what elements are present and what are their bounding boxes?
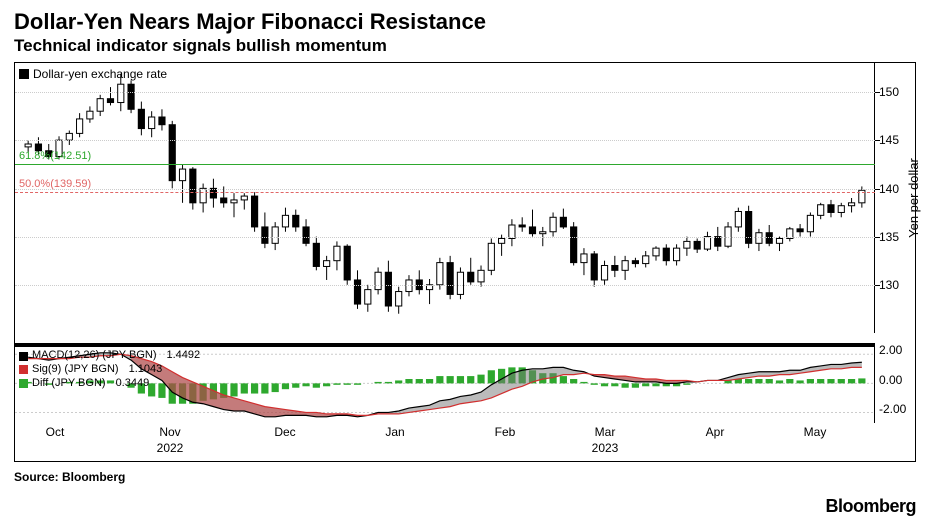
macd-legend-row: Diff (JPY BGN) 0.3449 <box>19 377 200 391</box>
legend-label: MACD(12,26) (JPY BGN) <box>32 349 157 363</box>
legend-square-icon <box>19 69 29 79</box>
xtick-month: Jan <box>385 425 404 439</box>
macd-panel: MACD(12,26) (JPY BGN)1.4492Sig(9) (JPY B… <box>15 343 875 423</box>
fib-line <box>15 164 875 165</box>
brand-logo: Bloomberg <box>825 496 916 517</box>
xtick-month: Apr <box>706 425 725 439</box>
xtick-year: 2023 <box>592 441 619 455</box>
ytick-label: 140 <box>879 182 899 196</box>
ytick-label: 130 <box>879 278 899 292</box>
main-price-panel: Dollar-yen exchange rate 61.8%(142.51)50… <box>15 63 875 333</box>
xtick-month: Dec <box>274 425 295 439</box>
macd-legend: MACD(12,26) (JPY BGN)1.4492Sig(9) (JPY B… <box>19 349 200 390</box>
legend-label: Sig(9) (JPY BGN) <box>32 363 119 377</box>
gridline <box>15 92 875 93</box>
ytick-label: 0.00 <box>879 373 902 387</box>
legend-square-icon <box>19 379 28 388</box>
xaxis: Oct Nov Dec Jan Feb Mar Apr May 2022 2023 <box>15 423 875 463</box>
legend-square-icon <box>19 365 28 374</box>
macd-legend-row: Sig(9) (JPY BGN) 1.1043 <box>19 363 200 377</box>
macd-legend-row: MACD(12,26) (JPY BGN) 1.4492 <box>19 349 200 363</box>
legend-label: Diff (JPY BGN) <box>32 377 106 391</box>
ytick-label: 2.00 <box>879 343 902 357</box>
gridline <box>15 189 875 190</box>
xtick-month: Feb <box>495 425 516 439</box>
ytick-label: 150 <box>879 85 899 99</box>
yaxis-main: Yen per dollar 130135140145150 <box>875 63 917 333</box>
legend-value: 1.1043 <box>129 363 163 377</box>
source-attribution: Source: Bloomberg <box>14 470 916 484</box>
ytick-label: -2.00 <box>879 402 906 416</box>
gridline <box>15 237 875 238</box>
yaxis-label: Yen per dollar <box>906 158 921 238</box>
main-legend-label: Dollar-yen exchange rate <box>33 67 167 81</box>
fib-label: 61.8%(142.51) <box>19 150 91 162</box>
legend-value: 1.4492 <box>167 349 201 363</box>
xtick-month: May <box>804 425 827 439</box>
legend-value: 0.3449 <box>116 377 150 391</box>
fib-line <box>15 192 875 193</box>
xtick-month: Oct <box>46 425 65 439</box>
xtick-month: Nov <box>159 425 180 439</box>
chart-title: Dollar-Yen Nears Major Fibonacci Resista… <box>14 10 916 34</box>
chart-subtitle: Technical indicator signals bullish mome… <box>14 36 916 56</box>
ytick-label: 135 <box>879 230 899 244</box>
xtick-month: Mar <box>595 425 616 439</box>
main-legend: Dollar-yen exchange rate <box>19 67 167 81</box>
ytick-label: 145 <box>879 133 899 147</box>
xtick-year: 2022 <box>157 441 184 455</box>
yaxis-sub: -2.00 0.00 2.00 <box>875 343 917 423</box>
gridline <box>15 140 875 141</box>
legend-square-icon <box>19 352 28 361</box>
gridline <box>15 285 875 286</box>
chart-area: Dollar-yen exchange rate 61.8%(142.51)50… <box>14 62 916 462</box>
